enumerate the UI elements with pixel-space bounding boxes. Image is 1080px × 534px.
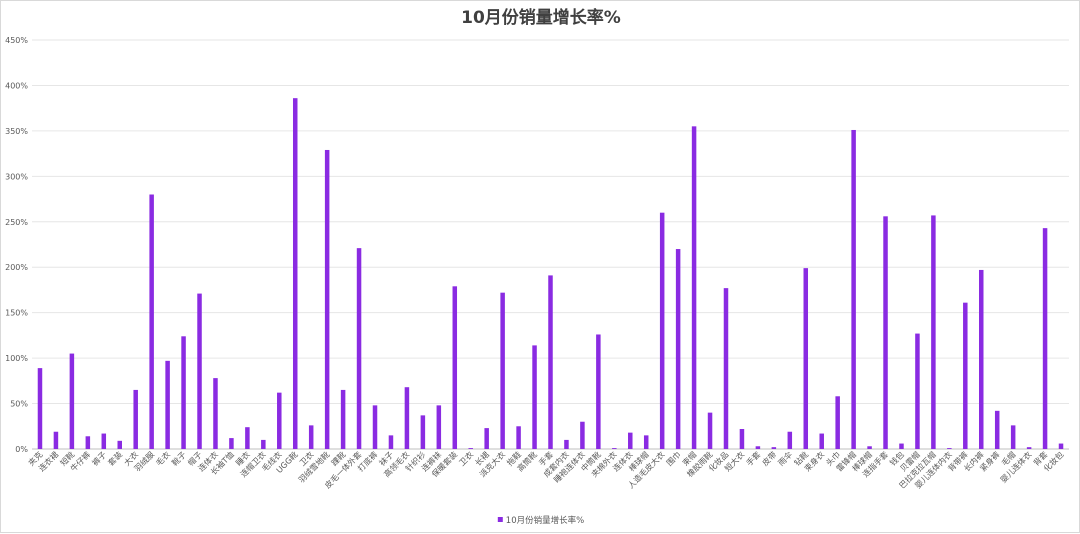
bar: [548, 275, 553, 449]
x-tick-label: 婴儿连体衣: [998, 449, 1033, 484]
bar: [452, 286, 458, 449]
chart-title: 10月份销量增长率%: [461, 7, 621, 28]
bar: [356, 248, 362, 449]
bar: [979, 269, 984, 449]
bar: [69, 353, 75, 449]
bar: [85, 436, 91, 449]
bar: [261, 439, 266, 449]
bar: [197, 293, 202, 449]
bar: [468, 448, 473, 449]
bar: [1010, 425, 1016, 449]
bar: [101, 433, 107, 449]
legend-label: 10月份销量增长率%: [506, 515, 584, 526]
bar: [388, 435, 394, 449]
bar: [867, 446, 872, 449]
x-tick-label: 毛衣: [154, 449, 172, 467]
bar: [1042, 228, 1048, 449]
x-tick-label: 雨伞: [776, 449, 794, 467]
bar: [787, 431, 793, 449]
bar: [277, 392, 282, 449]
bar: [564, 439, 569, 449]
y-tick-label: 400%: [5, 81, 28, 90]
bar: [963, 302, 968, 449]
bar: [596, 334, 601, 449]
bar: [883, 216, 888, 449]
x-tick-label: 靴子: [170, 449, 188, 467]
bar: [181, 336, 186, 449]
bar: [53, 431, 59, 449]
bar: [420, 415, 426, 449]
bar: [691, 126, 697, 449]
bar: [404, 387, 410, 449]
bar: [612, 448, 617, 449]
legend-swatch: [497, 517, 503, 522]
bar: [931, 215, 936, 449]
legend: 10月份销量增长率%: [497, 515, 584, 526]
bar: [213, 378, 218, 449]
x-tick-label: 裤子: [90, 449, 108, 467]
bar: [947, 448, 952, 449]
bar: [37, 368, 43, 449]
y-tick-label: 50%: [10, 400, 28, 409]
bar: [643, 435, 649, 449]
bar: [149, 194, 154, 449]
bar: [723, 288, 729, 449]
y-tick-label: 350%: [5, 127, 28, 136]
gridlines: [32, 39, 1069, 450]
bar: [771, 447, 777, 449]
bar: [994, 410, 1000, 449]
bars: [37, 98, 1064, 450]
bar: [1058, 443, 1064, 449]
bar: [628, 432, 633, 449]
bar: [899, 443, 904, 449]
bar: [436, 405, 442, 449]
bar: [755, 446, 761, 449]
y-tick-label: 200%: [5, 263, 28, 272]
bar: [532, 345, 537, 449]
x-tick-label: 羽绒雪地靴: [296, 449, 331, 484]
x-tick-label: 手套: [744, 449, 762, 467]
bar: [340, 389, 346, 449]
bar: [372, 405, 378, 449]
bar: [580, 421, 585, 449]
bar: [165, 360, 170, 449]
bar: [117, 440, 122, 449]
bar: [133, 389, 138, 449]
bar: [500, 292, 505, 449]
bar: [707, 412, 713, 449]
y-tick-label: 450%: [5, 36, 28, 45]
bar: [835, 396, 840, 449]
bar: [675, 249, 681, 449]
y-tick-label: 250%: [5, 218, 28, 227]
y-tick-label: 300%: [5, 172, 28, 181]
x-tick-label: 卫衣: [457, 449, 475, 467]
y-tick-label: 0%: [15, 445, 28, 454]
bar: [659, 212, 665, 449]
x-tick-label: 围巾: [664, 449, 682, 467]
x-tick-label: 套装: [106, 449, 124, 467]
bar: [308, 425, 314, 449]
y-axis-ticks: 0% 50% 100% 150% 200% 250% 300% 350% 400% 450%: [5, 36, 28, 454]
y-tick-label: 100%: [5, 354, 28, 363]
bar: [245, 427, 250, 449]
x-tick-label: 皮带: [760, 449, 778, 467]
bar: [229, 438, 234, 449]
bar: [484, 428, 489, 449]
bar: [819, 433, 824, 449]
bar: [516, 426, 521, 449]
y-tick-label: 150%: [5, 309, 28, 318]
bar: [851, 129, 856, 450]
bar: [803, 268, 809, 449]
bar: [1026, 447, 1032, 449]
bar: [324, 149, 330, 450]
bar: [739, 429, 745, 449]
x-axis-ticks: 夹克连衣裙短靴牛仔裤裤子套装大衣羽绒服毛衣靴子帽子连体衣长袖T恤睡衣连帽卫衣毛线…: [26, 449, 1065, 490]
bar: [915, 333, 920, 449]
bar: [292, 98, 298, 450]
